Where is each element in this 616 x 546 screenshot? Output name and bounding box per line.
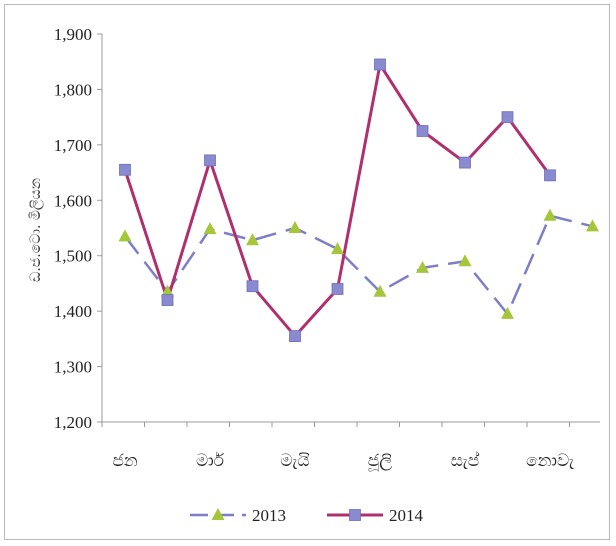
marker-2014: [374, 58, 386, 71]
marker-2013: [373, 284, 387, 297]
marker-2014: [416, 125, 429, 137]
series-lines: [123, 62, 593, 338]
marker-2014: [289, 330, 301, 342]
y-tick-label: 1,800: [54, 80, 92, 99]
marker-2013: [586, 219, 599, 232]
marker-2014: [119, 163, 131, 176]
marker-2013: [288, 221, 302, 233]
marker-2014: [501, 111, 514, 124]
marker-2014: [204, 154, 216, 167]
marker-2013: [118, 229, 132, 242]
legend: 2013 2014: [190, 506, 424, 525]
x-tick-label: මාර්: [196, 451, 225, 470]
marker-2014: [161, 294, 174, 306]
marker-2013: [161, 284, 174, 297]
y-tick-labels: 1,200 1,300 1,400 1,500 1,600 1,700 1,800 1,900: [54, 25, 102, 432]
marker-2013: [246, 233, 259, 246]
marker-2013: [543, 208, 557, 221]
y-tick-label: 1,200: [54, 413, 92, 432]
y-tick-label: 1,700: [54, 136, 92, 155]
series-line-2014: [123, 62, 552, 338]
marker-2013: [458, 254, 472, 267]
marker-2014: [246, 280, 259, 293]
marker-2014: [544, 169, 556, 182]
y-tick-label: 1,400: [54, 302, 92, 321]
marker-2013: [501, 306, 514, 319]
legend-marker-2013: [211, 508, 225, 520]
series-markers: [118, 58, 599, 342]
chart-frame: [4, 4, 610, 540]
y-tick-label: 1,300: [54, 358, 92, 377]
x-tick-labels: ජන මාර් මැයි ජූලි සැප් නොවැ: [101, 422, 574, 471]
y-tick-label: 1,600: [54, 191, 92, 210]
series-line-2013: [124, 214, 593, 316]
x-tick-label: සැප්: [451, 451, 479, 470]
y-axis-label: ඩ.ජ.ටො. මිලියන: [28, 178, 44, 282]
legend-label-2014: 2014: [389, 506, 424, 525]
y-tick-label: 1,900: [54, 25, 92, 44]
x-tick-label: මැයි: [280, 451, 309, 470]
x-tick-label: ජූලි: [368, 451, 393, 471]
x-tick-label: නොවැ: [526, 451, 574, 470]
x-tick-label: ජන: [112, 451, 138, 470]
legend-marker-2014: [349, 509, 361, 521]
y-tick-label: 1,500: [54, 247, 92, 266]
axes: [101, 34, 600, 423]
marker-2014: [459, 156, 471, 169]
marker-2013: [331, 242, 344, 255]
marker-2013: [416, 260, 429, 273]
marker-2013: [203, 222, 217, 235]
marker-2014: [331, 283, 344, 295]
legend-label-2013: 2013: [252, 506, 286, 525]
